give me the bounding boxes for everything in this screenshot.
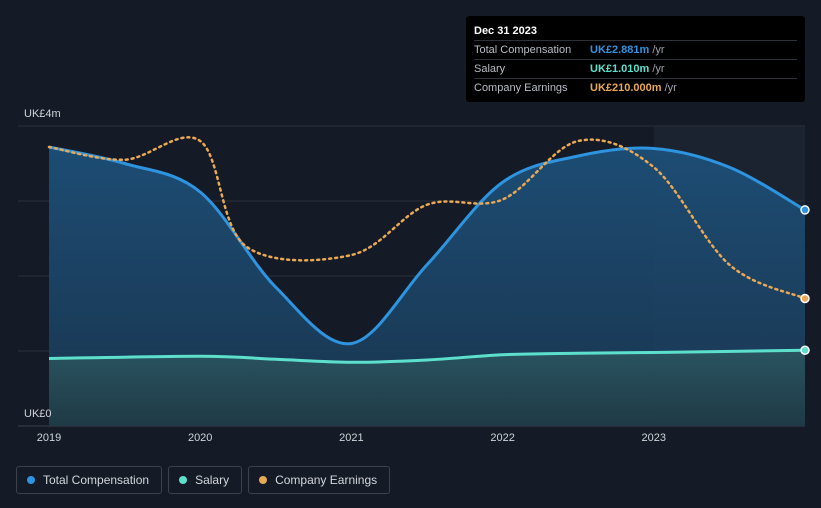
x-tick-label: 2022 [490,432,515,444]
tooltip-value: UK£2.881m [590,44,650,56]
tooltip-label: Total Compensation [474,44,572,56]
tooltip-row-salary: Salary UK£1.010m /yr [474,59,797,78]
legend-dot-icon [259,476,268,484]
chart-legend: Total Compensation Salary Company Earnin… [16,466,391,494]
tooltip-panel: Dec 31 2023 Total Compensation UK£2.881m… [466,16,805,102]
tooltip-row-total: Total Compensation UK£2.881m /yr [474,40,797,59]
tooltip-unit: /yr [664,82,677,94]
legend-label: Total Compensation [43,473,150,487]
y-axis-top-label: UK£4m [24,108,61,120]
x-tick-label: 2023 [641,432,667,444]
x-tick-label: 2021 [339,432,364,444]
legend-item-total-compensation[interactable]: Total Compensation [16,466,163,494]
salary-area [49,350,805,426]
company-earnings-line [47,136,807,300]
x-tick-label: 2019 [36,432,62,444]
tooltip-date: Dec 31 2023 [474,25,537,37]
tooltip-value: UK£1.010m [590,63,650,75]
total-compensation-line [48,145,806,346]
legend-label: Salary [195,473,230,487]
salary-marker [800,345,810,355]
tooltip-label: Company Earnings [474,82,568,94]
x-tick-label: 2020 [187,432,213,444]
tooltip-unit: /yr [652,44,665,56]
company-earnings-marker [800,293,810,304]
legend-dot-icon [179,476,188,484]
salary-line [48,348,806,364]
tooltip-label: Salary [474,63,506,75]
legend-dot-icon [27,476,35,484]
y-axis-bottom-label: UK£0 [24,408,52,420]
legend-label: Company Earnings [275,473,378,487]
tooltip-row-earnings: Company Earnings UK£210.000m /yr [474,78,797,97]
tooltip-value: UK£210.000m [590,82,662,94]
legend-item-salary[interactable]: Salary [168,466,243,494]
tooltip-unit: /yr [652,63,665,75]
total-compensation-marker [800,205,810,215]
legend-item-company-earnings[interactable]: Company Earnings [248,466,391,494]
